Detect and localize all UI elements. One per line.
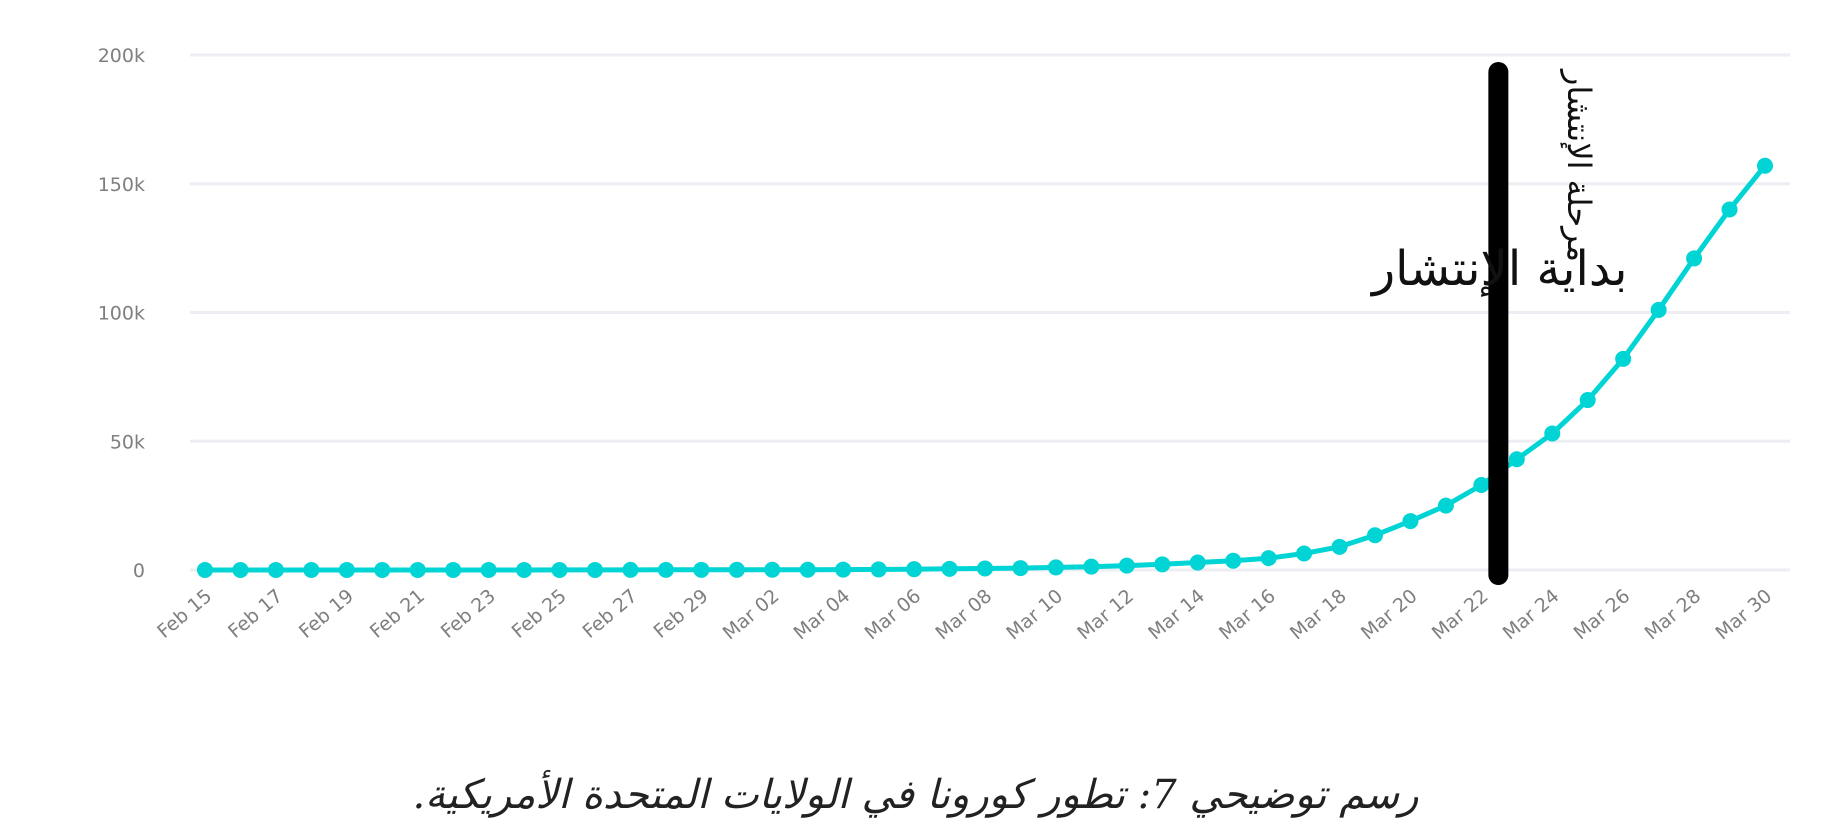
data-point — [1508, 451, 1525, 468]
data-point — [1047, 559, 1064, 576]
data-point — [338, 561, 355, 578]
y-tick-label: 150k — [98, 174, 145, 196]
data-point — [1437, 497, 1454, 514]
data-point — [1296, 545, 1313, 562]
y-tick-label: 100k — [98, 303, 145, 325]
data-point — [1118, 557, 1135, 574]
x-tick-label: Mar 14 — [1144, 585, 1209, 644]
data-point — [693, 561, 710, 578]
data-point — [1615, 350, 1632, 367]
x-tick-label: Mar 26 — [1570, 585, 1635, 644]
data-point — [232, 561, 249, 578]
data-point — [1331, 538, 1348, 555]
x-tick-label: Mar 04 — [790, 585, 855, 644]
x-tick-label: Feb 27 — [579, 585, 642, 643]
x-tick-label: Feb 15 — [153, 585, 216, 643]
x-tick-label: Mar 18 — [1286, 585, 1351, 644]
y-tick-label: 0 — [133, 560, 145, 582]
spread-start-label: بداية الإنتشار — [1370, 241, 1627, 297]
series-layer — [197, 157, 1773, 578]
spread-phase-label: مرحلة الإنتشار — [1560, 68, 1598, 262]
x-tick-label: Feb 29 — [650, 585, 713, 643]
data-point — [1686, 250, 1703, 267]
x-tick-label: Mar 30 — [1711, 585, 1776, 644]
data-point — [1402, 513, 1419, 530]
x-tick-label: Mar 10 — [1002, 585, 1067, 644]
data-point — [587, 561, 603, 578]
data-point — [1189, 554, 1206, 571]
data-point — [1721, 201, 1738, 218]
x-tick-label: Feb 19 — [295, 585, 358, 643]
x-tick-label: Feb 25 — [508, 585, 571, 643]
data-point — [1579, 392, 1596, 409]
x-tick-label: Feb 23 — [437, 585, 500, 643]
data-point — [516, 561, 533, 578]
x-axis-ticks: Feb 15 Feb 17 Feb 19 Feb 21 Feb 23 Feb 25 Feb … — [153, 585, 1776, 644]
data-point — [977, 560, 993, 577]
x-tick-label: Mar 16 — [1215, 585, 1280, 644]
data-point — [409, 561, 426, 578]
y-tick-label: 200k — [98, 45, 145, 67]
y-tick-label: 50k — [110, 431, 145, 453]
data-point — [870, 561, 887, 578]
data-point — [303, 561, 320, 578]
x-tick-label: Feb 21 — [366, 585, 429, 643]
x-tick-label: Mar 12 — [1073, 585, 1138, 644]
data-point — [551, 561, 568, 578]
data-point — [1154, 556, 1171, 573]
x-tick-label: Mar 08 — [931, 585, 996, 644]
data-point — [906, 561, 923, 578]
x-tick-label: Feb 17 — [224, 585, 287, 643]
data-point — [1650, 301, 1667, 318]
x-tick-label: Mar 20 — [1357, 585, 1422, 644]
y-axis-ticks: 0 50k 100k 150k 200k — [98, 45, 145, 582]
data-point — [1260, 550, 1277, 567]
data-point — [374, 561, 391, 578]
x-tick-label: Mar 28 — [1641, 585, 1706, 644]
data-point — [764, 561, 781, 578]
grid-lines — [190, 53, 1790, 572]
data-point — [941, 560, 958, 577]
data-point — [1012, 560, 1029, 577]
data-point — [728, 561, 745, 578]
data-point — [835, 561, 852, 578]
data-point — [1544, 425, 1561, 442]
x-tick-label: Mar 24 — [1499, 585, 1564, 644]
data-point — [197, 561, 213, 578]
data-point — [480, 561, 497, 578]
data-point — [622, 561, 639, 578]
data-point — [1757, 157, 1773, 174]
data-point — [445, 561, 462, 578]
data-point — [1367, 527, 1383, 544]
x-tick-label: Mar 06 — [861, 585, 926, 644]
data-point — [1083, 558, 1100, 575]
data-point — [267, 561, 284, 578]
data-point — [1473, 477, 1490, 494]
figure-caption: رسم توضيحي 7: تطور كورونا في الولايات ال… — [412, 772, 1419, 818]
data-point — [657, 561, 674, 578]
series-line — [205, 164, 1767, 573]
x-tick-label: Mar 02 — [719, 585, 784, 644]
data-point — [799, 561, 816, 578]
data-point — [1225, 552, 1242, 569]
x-tick-label: Mar 22 — [1428, 585, 1493, 644]
